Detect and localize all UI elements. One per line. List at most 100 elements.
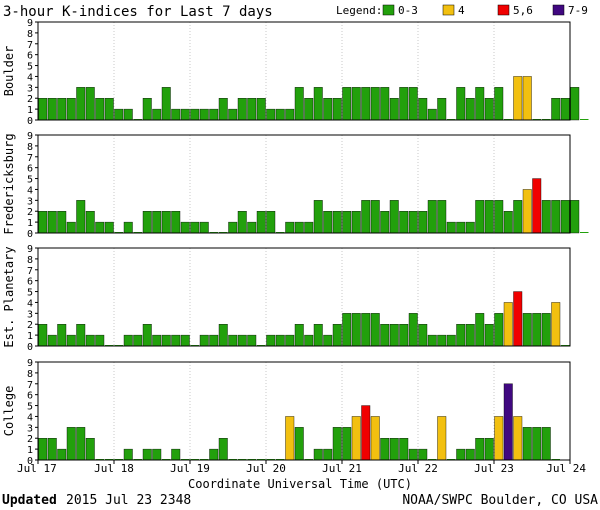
- bar: [190, 221, 200, 234]
- bar: [57, 211, 67, 234]
- legend-swatch-3: [552, 4, 565, 16]
- y-tick-label: 4: [27, 412, 33, 423]
- bar: [237, 98, 247, 121]
- legend: 0-3 4 5,6 7-9: [382, 4, 588, 17]
- bar: [475, 200, 485, 234]
- bar: [38, 438, 48, 461]
- bar: [427, 334, 437, 347]
- source-credit: NOAA/SWPC Boulder, CO USA: [402, 493, 598, 508]
- bar: [456, 221, 466, 234]
- y-tick-label: 2: [27, 94, 33, 105]
- bar: [408, 87, 418, 121]
- bar: [580, 119, 589, 120]
- bar: [408, 211, 418, 234]
- bar: [408, 313, 418, 347]
- bar: [57, 98, 67, 121]
- bar: [209, 448, 219, 461]
- bar: [180, 108, 190, 121]
- bar: [342, 87, 352, 121]
- bar: [503, 302, 513, 347]
- y-tick-label: 2: [27, 207, 33, 218]
- bar: [171, 448, 181, 461]
- bar: [503, 383, 513, 461]
- bar: [484, 324, 494, 347]
- bar: [133, 334, 143, 347]
- bar: [532, 427, 542, 461]
- bar: [418, 448, 428, 461]
- bar: [418, 324, 428, 347]
- bar: [47, 98, 57, 121]
- bar: [484, 200, 494, 234]
- bar: [294, 221, 304, 234]
- bar: [551, 302, 561, 347]
- panel-frame: [37, 21, 571, 121]
- bar: [199, 108, 209, 121]
- bar: [228, 108, 238, 121]
- bar: [342, 427, 352, 461]
- bar: [228, 334, 238, 347]
- y-tick-label: 0: [27, 229, 33, 240]
- bar: [275, 334, 285, 347]
- bar: [475, 313, 485, 347]
- bar: [332, 324, 342, 347]
- bar: [47, 334, 57, 347]
- bar: [313, 324, 323, 347]
- bar: [66, 221, 76, 234]
- y-tick-label: 6: [27, 51, 33, 62]
- y-tick-label: 8: [27, 255, 33, 266]
- bar: [465, 324, 475, 347]
- legend-swatch-1: [442, 4, 455, 16]
- y-tick-label: 2: [27, 434, 33, 445]
- bar: [456, 324, 466, 347]
- bar: [475, 87, 485, 121]
- bar: [475, 438, 485, 461]
- bar: [190, 108, 200, 121]
- bar: [152, 108, 162, 121]
- bar: [161, 211, 171, 234]
- bar: [294, 87, 304, 121]
- bar: [313, 448, 323, 461]
- bar: [123, 448, 133, 461]
- y-tick-label: 9: [27, 358, 33, 369]
- bar: [380, 324, 390, 347]
- bar: [247, 334, 257, 347]
- bar: [142, 98, 152, 121]
- x-tick-label: Jul 18: [94, 462, 134, 475]
- bar: [484, 438, 494, 461]
- bar: [351, 313, 361, 347]
- panel-frame: [37, 247, 571, 347]
- bar: [256, 98, 266, 121]
- y-tick-label: 5: [27, 402, 33, 413]
- x-tick-label: Jul 19: [170, 462, 210, 475]
- bar: [399, 438, 409, 461]
- y-tick-label: 5: [27, 288, 33, 299]
- bar: [76, 324, 86, 347]
- bar: [370, 200, 380, 234]
- bar: [323, 448, 333, 461]
- bar: [465, 98, 475, 121]
- chart-panels: 0123456789Boulder0123456789Fredericksbur…: [2, 18, 589, 467]
- bar: [180, 334, 190, 347]
- y-tick-label: 8: [27, 142, 33, 153]
- bar: [180, 221, 190, 234]
- panel-label: Fredericksburg: [2, 133, 16, 234]
- bar: [285, 221, 295, 234]
- bar: [275, 108, 285, 121]
- bar: [370, 87, 380, 121]
- bar: [66, 98, 76, 121]
- bar: [285, 416, 295, 461]
- bar: [361, 405, 371, 461]
- bar: [427, 200, 437, 234]
- bar: [237, 211, 247, 234]
- bar: [513, 76, 523, 121]
- bar: [408, 448, 418, 461]
- bar: [351, 416, 361, 461]
- legend-label-3: 7-9: [568, 4, 588, 17]
- bar: [332, 211, 342, 234]
- bar: [199, 221, 209, 234]
- bar: [541, 200, 551, 234]
- bar: [551, 98, 561, 121]
- bar: [104, 98, 114, 121]
